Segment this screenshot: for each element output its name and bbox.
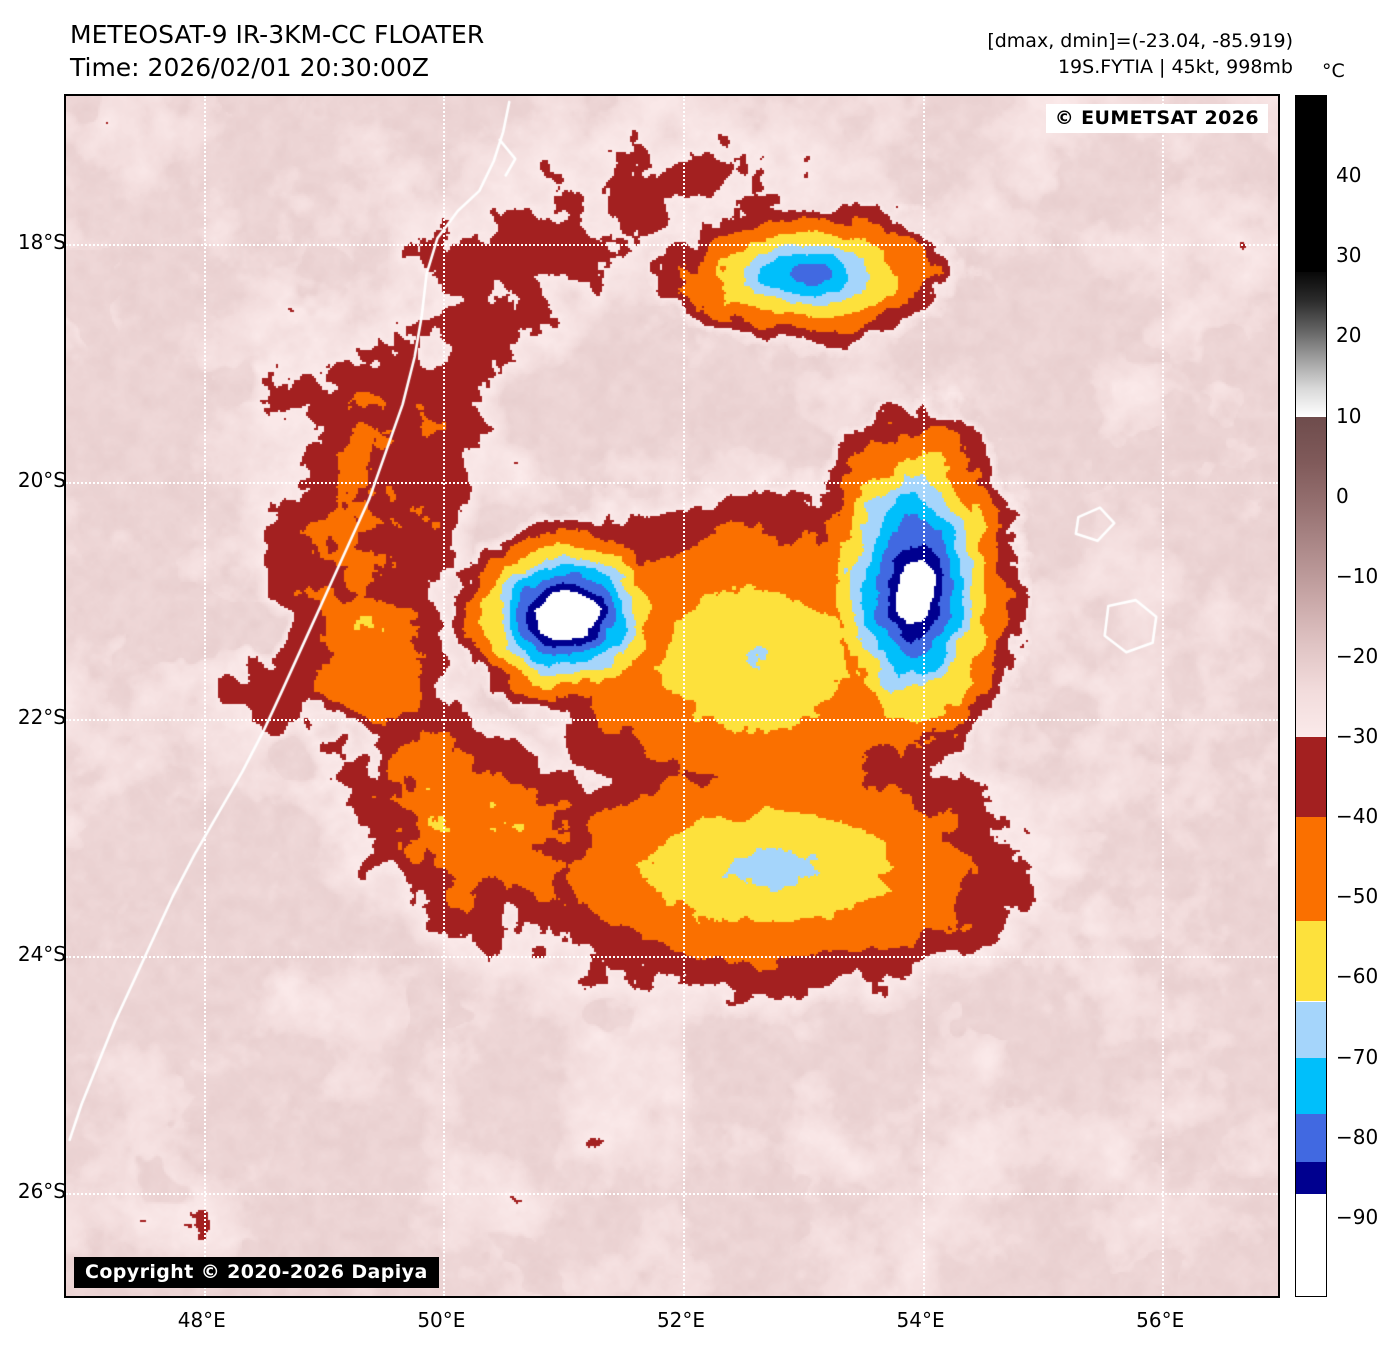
eumetsat-watermark: © EUMETSAT 2026 [1045, 104, 1268, 133]
y-axis-tick-label: 20°S [17, 467, 66, 492]
colorbar-tick-label: −70 [1336, 1044, 1379, 1069]
colorbar-tick-label: −40 [1336, 804, 1379, 829]
x-axis-tick-label: 50°E [417, 1308, 466, 1332]
y-axis-tick-label: 24°S [17, 942, 66, 966]
colorbar-band-2 [1296, 921, 1326, 1002]
satellite-image-plot[interactable]: © EUMETSAT 2026 Copyright © 2020-2026 Da… [64, 94, 1280, 1298]
colorbar-tick-label: 40 [1336, 163, 1362, 188]
colorbar-band-1 [1296, 817, 1326, 922]
colorbar-unit-label: °C [1322, 60, 1345, 82]
x-axis-tick-label: 54°E [896, 1308, 945, 1332]
page-title: METEOSAT-9 IR-3KM-CC FLOATER [70, 20, 485, 49]
colorbar-band-3 [1296, 1001, 1326, 1058]
colorbar-tick-label: 20 [1336, 323, 1362, 348]
y-axis-tick-label: 26°S [17, 1179, 66, 1204]
copyright-watermark: Copyright © 2020-2026 Dapiya [74, 1257, 439, 1288]
colorbar-tick-label: −50 [1336, 884, 1379, 909]
y-axis-tick-label: 18°S [17, 230, 66, 255]
colorbar-tick-label: −90 [1336, 1204, 1379, 1229]
metadata-block: [dmax, dmin]=(-23.04, -85.919) 19S.FYTIA… [987, 28, 1293, 80]
dmax-dmin-label: [dmax, dmin]=(-23.04, -85.919) [987, 30, 1293, 52]
colorbar-tick-label: −80 [1336, 1124, 1379, 1149]
colorbar-tick-label: 10 [1336, 403, 1362, 428]
colorbar-tick-label: −60 [1336, 964, 1379, 989]
colorbar-band-mauve-ramp [1296, 416, 1326, 738]
timestamp-line: Time: 2026/02/01 20:30:00Z [70, 53, 429, 82]
colorbar-band-4 [1296, 1057, 1326, 1114]
x-axis-tick-label: 48°E [177, 1308, 226, 1332]
colorbar-band-black [1296, 96, 1326, 273]
colorbar-tick-label: 30 [1336, 243, 1362, 268]
colorbar-tick-label: −10 [1336, 563, 1379, 588]
colorbar-band-6 [1296, 1161, 1326, 1194]
colorbar-band-gray-ramp [1296, 272, 1326, 417]
colorbar-band-5 [1296, 1113, 1326, 1162]
colorbar-tick-label: −20 [1336, 643, 1379, 668]
y-axis-tick-label: 22°S [17, 704, 66, 729]
colorbar-band-7 [1296, 1193, 1326, 1296]
title-block: METEOSAT-9 IR-3KM-CC FLOATER Time: 2026/… [70, 18, 484, 84]
colorbar-tick-label: −30 [1336, 724, 1379, 749]
colorbar-tick-label: 0 [1336, 483, 1349, 508]
temperature-colorbar[interactable] [1295, 95, 1327, 1297]
colorbar-band-0 [1296, 737, 1326, 818]
x-axis-tick-label: 56°E [1136, 1308, 1185, 1332]
storm-info-label: 19S.FYTIA | 45kt, 998mb [1057, 56, 1293, 79]
satellite-imagery-canvas [66, 96, 1278, 1296]
x-axis-tick-label: 52°E [656, 1308, 706, 1332]
